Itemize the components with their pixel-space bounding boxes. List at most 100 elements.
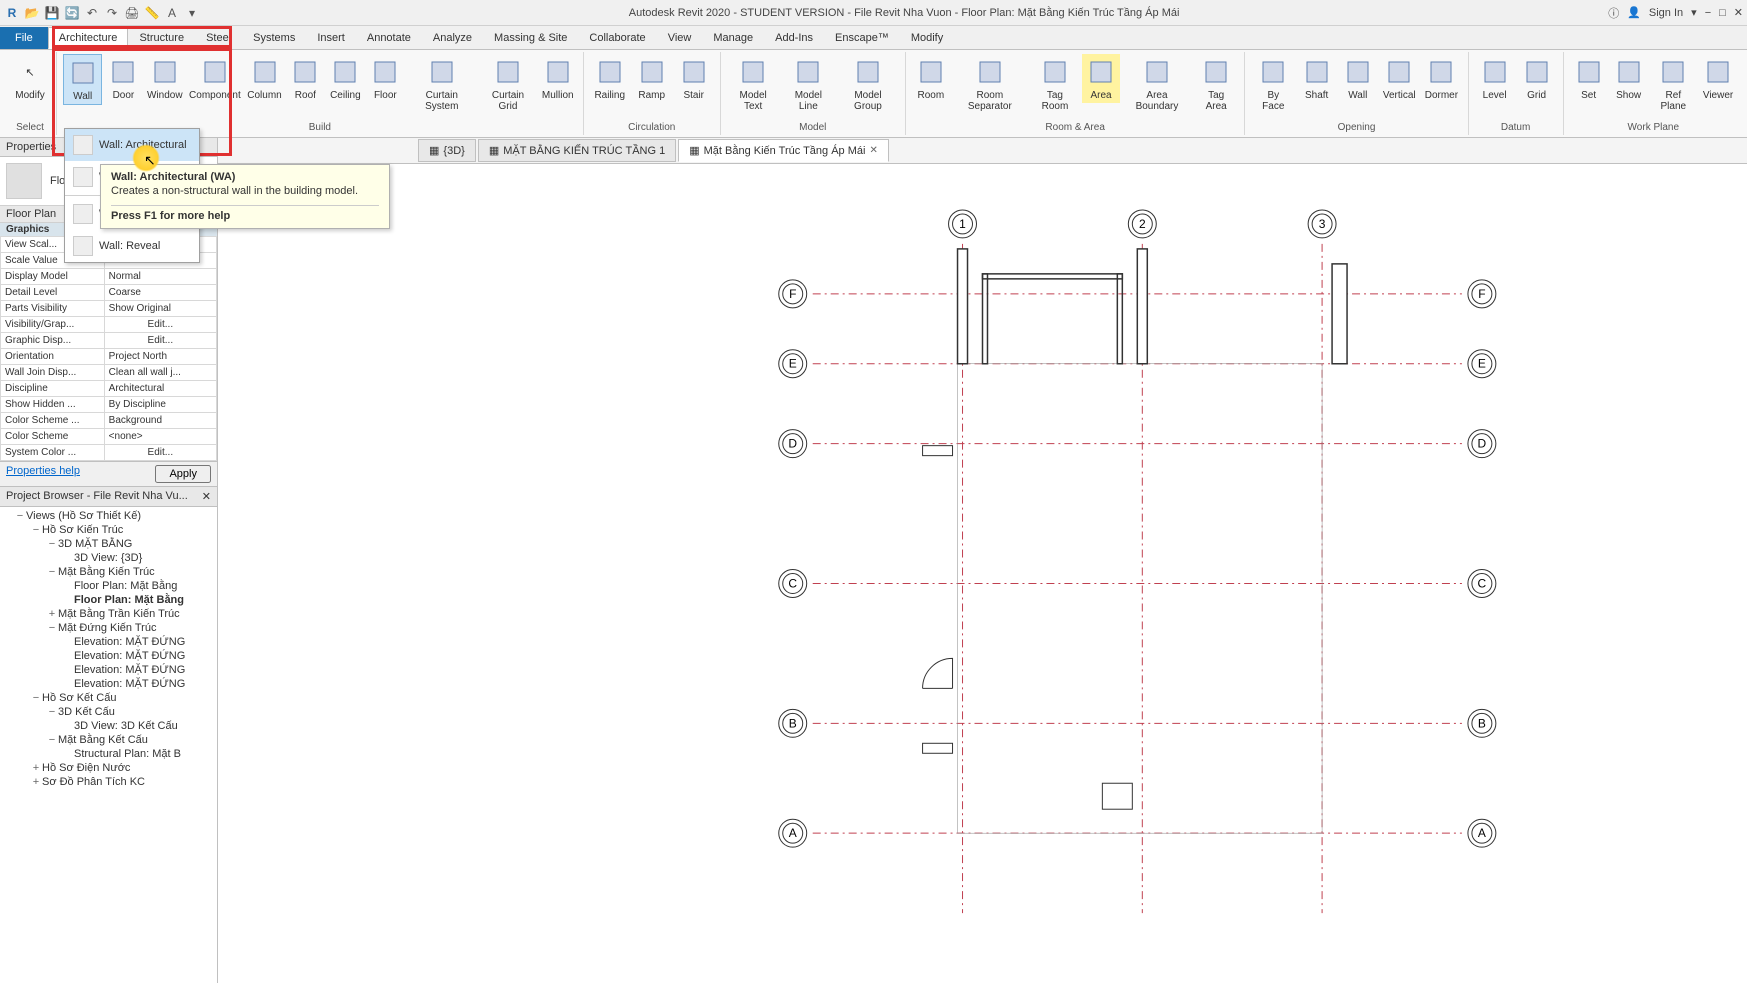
- ref-plane-button[interactable]: Ref Plane: [1650, 54, 1697, 114]
- property-row[interactable]: Detail LevelCoarse: [1, 285, 217, 301]
- tab-steel[interactable]: Steel: [195, 27, 242, 49]
- tab-view[interactable]: View: [657, 27, 703, 49]
- property-row[interactable]: Color Scheme ...Background: [1, 413, 217, 429]
- property-row[interactable]: Visibility/Grap...Edit...: [1, 317, 217, 333]
- tree-node[interactable]: +Mặt Bằng Trần Kiến Trúc: [2, 607, 215, 621]
- tab-massingsite[interactable]: Massing & Site: [483, 27, 578, 49]
- user-icon[interactable]: 👤: [1627, 6, 1641, 19]
- viewer-button[interactable]: Viewer: [1699, 54, 1737, 103]
- property-row[interactable]: System Color ...Edit...: [1, 445, 217, 461]
- tree-node[interactable]: −Mặt Bằng Kết Cấu: [2, 733, 215, 747]
- drawing-canvas[interactable]: 123FFEEDDCCBBAA: [218, 164, 1747, 983]
- wall-architectural-item[interactable]: Wall: Architectural: [65, 129, 199, 161]
- tree-node[interactable]: 3D View: {3D}: [2, 551, 215, 565]
- property-row[interactable]: Graphic Disp...Edit...: [1, 333, 217, 349]
- view-tab[interactable]: ▦{3D}: [418, 139, 476, 162]
- tree-node[interactable]: −3D MẶT BẰNG: [2, 537, 215, 551]
- undo-icon[interactable]: ↶: [84, 5, 100, 21]
- railing-button[interactable]: Railing: [590, 54, 630, 103]
- expand-icon[interactable]: +: [30, 776, 42, 788]
- tab-systems[interactable]: Systems: [242, 27, 306, 49]
- close-icon[interactable]: ✕: [1734, 6, 1743, 19]
- tree-node[interactable]: Elevation: MẶT ĐỨNG: [2, 663, 215, 677]
- floor-button[interactable]: Floor: [366, 54, 404, 103]
- curtain-grid-button[interactable]: Curtain Grid: [479, 54, 537, 114]
- minimize-icon[interactable]: −: [1705, 7, 1711, 19]
- properties-help-link[interactable]: Properties help: [6, 465, 80, 483]
- property-row[interactable]: Color Scheme<none>: [1, 429, 217, 445]
- close-tab-icon[interactable]: ✕: [869, 145, 877, 156]
- curtain-system-button[interactable]: Curtain System: [406, 54, 477, 114]
- tab-insert[interactable]: Insert: [306, 27, 356, 49]
- dormer-button[interactable]: Dormer: [1421, 54, 1461, 103]
- tab-structure[interactable]: Structure: [128, 27, 195, 49]
- tag-room-button[interactable]: Tag Room: [1030, 54, 1080, 114]
- room-button[interactable]: Room: [912, 54, 950, 103]
- ceiling-button[interactable]: Ceiling: [326, 54, 364, 103]
- open-icon[interactable]: 📂: [24, 5, 40, 21]
- tab-file[interactable]: File: [0, 27, 48, 49]
- tab-architecture[interactable]: Architecture: [48, 27, 129, 49]
- wall-reveal-item[interactable]: Wall: Reveal: [65, 230, 199, 262]
- property-row[interactable]: Parts VisibilityShow Original: [1, 301, 217, 317]
- grid-button[interactable]: Grid: [1517, 54, 1557, 103]
- ramp-button[interactable]: Ramp: [632, 54, 672, 103]
- stair-button[interactable]: Stair: [674, 54, 714, 103]
- tree-node[interactable]: −Hồ Sơ Kết Cấu: [2, 691, 215, 705]
- by-face-button[interactable]: By Face: [1251, 54, 1295, 114]
- info-icon[interactable]: ⓘ: [1608, 5, 1619, 21]
- tree-node[interactable]: −Mặt Bằng Kiến Trúc: [2, 565, 215, 579]
- text-icon[interactable]: A: [164, 5, 180, 21]
- tag-area-button[interactable]: Tag Area: [1194, 54, 1239, 114]
- shaft-button[interactable]: Shaft: [1297, 54, 1336, 103]
- apply-button[interactable]: Apply: [155, 465, 211, 483]
- column-button[interactable]: Column: [245, 54, 285, 103]
- expand-icon[interactable]: −: [46, 622, 58, 634]
- door-button[interactable]: Door: [104, 54, 142, 103]
- room-sep-button[interactable]: Room Separator: [952, 54, 1028, 114]
- expand-icon[interactable]: −: [30, 692, 42, 704]
- print-icon[interactable]: 🖨: [124, 5, 140, 21]
- tab-manage[interactable]: Manage: [702, 27, 764, 49]
- tree-node[interactable]: 3D View: 3D Kết Cấu: [2, 719, 215, 733]
- tree-node[interactable]: +Sơ Đồ Phân Tích KC: [2, 775, 215, 789]
- window-button[interactable]: Window: [144, 54, 185, 103]
- tree-node[interactable]: −Views (Hồ Sơ Thiết Kế): [2, 509, 215, 523]
- more-icon[interactable]: ▾: [184, 5, 200, 21]
- area-boundary-button[interactable]: Area Boundary: [1122, 54, 1192, 114]
- tab-analyze[interactable]: Analyze: [422, 27, 483, 49]
- expand-icon[interactable]: −: [30, 524, 42, 536]
- view-tab[interactable]: ▦Mặt Bằng Kiến Trúc Tầng Áp Mái✕: [678, 139, 889, 162]
- vertical-button[interactable]: Vertical: [1379, 54, 1419, 103]
- tree-node[interactable]: Floor Plan: Mặt Bằng: [2, 579, 215, 593]
- tab-addins[interactable]: Add-Ins: [764, 27, 824, 49]
- expand-icon[interactable]: −: [46, 734, 58, 746]
- show-button[interactable]: Show: [1610, 54, 1648, 103]
- wall-button[interactable]: Wall: [1338, 54, 1377, 103]
- sync-icon[interactable]: 🔄: [64, 5, 80, 21]
- help-icon[interactable]: ▾: [1691, 6, 1697, 19]
- property-row[interactable]: Wall Join Disp...Clean all wall j...: [1, 365, 217, 381]
- expand-icon[interactable]: +: [46, 608, 58, 620]
- property-row[interactable]: OrientationProject North: [1, 349, 217, 365]
- component-button[interactable]: Component: [187, 54, 243, 103]
- property-row[interactable]: DisciplineArchitectural: [1, 381, 217, 397]
- model-text-button[interactable]: Model Text: [727, 54, 780, 114]
- tab-enscape[interactable]: Enscape™: [824, 27, 900, 49]
- expand-icon[interactable]: −: [46, 538, 58, 550]
- tree-node[interactable]: Elevation: MẶT ĐỨNG: [2, 677, 215, 691]
- modify-button[interactable]: ↖ Modify: [10, 54, 50, 103]
- property-row[interactable]: Show Hidden ...By Discipline: [1, 397, 217, 413]
- level-button[interactable]: Level: [1475, 54, 1515, 103]
- project-browser-tree[interactable]: −Views (Hồ Sơ Thiết Kế)−Hồ Sơ Kiến Trúc−…: [0, 507, 217, 983]
- view-tab[interactable]: ▦MẶT BẰNG KIẾN TRÚC TẦNG 1: [478, 139, 676, 162]
- mullion-button[interactable]: Mullion: [539, 54, 577, 103]
- wall-button[interactable]: Wall: [63, 54, 102, 105]
- tree-node[interactable]: −Hồ Sơ Kiến Trúc: [2, 523, 215, 537]
- tab-collaborate[interactable]: Collaborate: [578, 27, 656, 49]
- tree-node[interactable]: Elevation: MẶT ĐỨNG: [2, 649, 215, 663]
- maximize-icon[interactable]: □: [1719, 7, 1726, 19]
- tab-modify[interactable]: Modify: [900, 27, 954, 49]
- tree-node[interactable]: Floor Plan: Mặt Bằng: [2, 593, 215, 607]
- tree-node[interactable]: Elevation: MẶT ĐỨNG: [2, 635, 215, 649]
